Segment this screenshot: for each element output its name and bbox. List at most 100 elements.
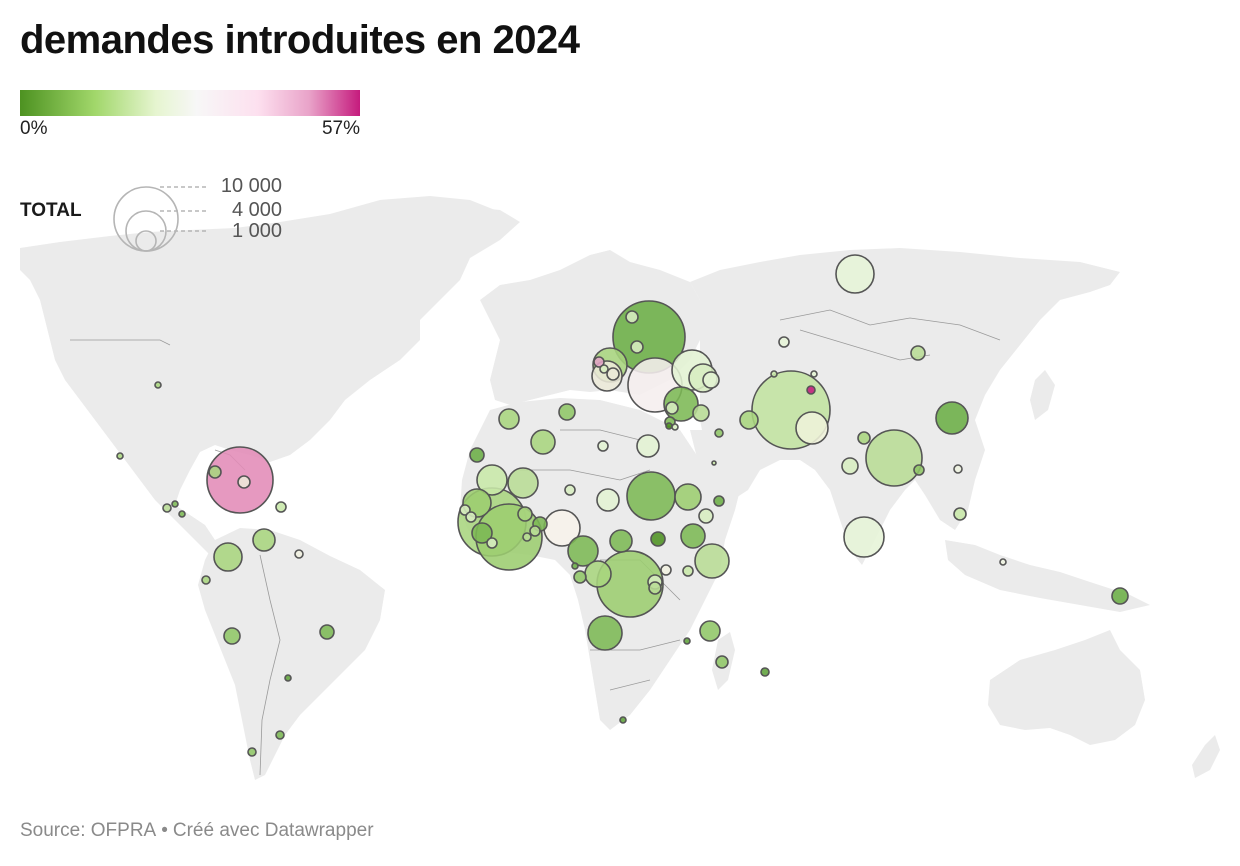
country-bubble[interactable] [619,716,627,724]
country-bubble[interactable] [953,507,967,521]
country-bubble[interactable] [683,637,691,645]
country-bubble[interactable] [660,564,672,576]
size-legend-circles [113,186,206,252]
country-bubble[interactable] [626,471,676,521]
country-bubble[interactable] [795,411,829,445]
datawrapper-credit-link[interactable]: Créé avec Datawrapper [172,820,374,841]
country-bubble[interactable] [865,429,923,487]
country-bubble[interactable] [596,488,620,512]
size-legend: TOTAL 10 000 4 000 1 000 [20,174,320,258]
source-text: Source: OFPRA [20,820,157,841]
country-bubble[interactable] [469,447,485,463]
country-bubble[interactable] [584,560,612,588]
country-bubble[interactable] [154,381,162,389]
color-legend: 0% 57% [20,90,360,140]
country-bubble[interactable] [835,254,875,294]
country-bubble[interactable] [213,542,243,572]
country-bubble[interactable] [702,371,720,389]
country-bubble[interactable] [571,562,579,570]
country-bubble[interactable] [857,431,871,445]
country-bubble[interactable] [806,385,816,395]
country-bubble[interactable] [648,581,662,595]
arabia-land [690,430,760,505]
data-bubbles [116,254,1129,757]
country-bubble[interactable] [208,465,222,479]
country-bubble[interactable] [471,522,493,544]
country-bubble[interactable] [935,401,969,435]
country-bubble[interactable] [567,535,599,567]
country-bubble[interactable] [609,529,633,553]
country-bubble[interactable] [665,422,673,430]
australia-land [988,630,1145,745]
country-bubble[interactable] [517,506,533,522]
north-america-land [20,204,520,560]
country-bubble[interactable] [252,528,276,552]
country-bubble[interactable] [760,667,770,677]
country-bubble[interactable] [682,565,694,577]
country-bubble[interactable] [593,356,605,368]
country-bubble[interactable] [599,364,609,374]
country-bubble[interactable] [530,429,556,455]
country-bubble[interactable] [558,403,576,421]
country-bubble[interactable] [699,620,721,642]
country-bubble[interactable] [841,457,859,475]
country-bubble[interactable] [162,503,172,513]
country-bubble[interactable] [694,543,730,579]
country-bubble[interactable] [522,532,532,542]
country-bubble[interactable] [275,730,285,740]
country-bubble[interactable] [465,511,477,523]
country-bubble[interactable] [739,410,759,430]
country-bubble[interactable] [319,624,335,640]
country-bubble[interactable] [843,516,885,558]
country-bubble[interactable] [665,401,679,415]
country-bubble[interactable] [650,531,666,547]
country-bubble[interactable] [770,370,778,378]
country-bubble[interactable] [498,408,520,430]
country-bubble[interactable] [953,464,963,474]
country-bubble[interactable] [294,549,304,559]
country-bubble[interactable] [597,440,609,452]
country-bubble[interactable] [713,495,725,507]
new-zealand-land [1192,735,1220,778]
country-bubble[interactable] [529,525,541,537]
country-bubble[interactable] [1111,587,1129,605]
country-bubble[interactable] [564,484,576,496]
country-bubble[interactable] [178,510,186,518]
country-bubble[interactable] [711,460,717,466]
color-gradient-bar [20,90,360,116]
country-bubble[interactable] [778,336,790,348]
country-bubble[interactable] [237,475,251,489]
country-bubble[interactable] [674,483,702,511]
country-bubble[interactable] [715,655,729,669]
country-bubble[interactable] [476,464,508,496]
country-bubble[interactable] [116,452,124,460]
source-separator: • [161,820,168,841]
country-bubble[interactable] [247,747,257,757]
country-bubble[interactable] [680,523,706,549]
country-bubble[interactable] [587,615,623,651]
country-bubble[interactable] [275,501,287,513]
country-bubble[interactable] [223,627,241,645]
country-bubble[interactable] [810,370,818,378]
japan-land [1030,370,1055,420]
country-bubble[interactable] [913,464,925,476]
country-bubble[interactable] [636,434,660,458]
country-bubble[interactable] [671,423,679,431]
country-bubble[interactable] [606,367,620,381]
country-bubble[interactable] [692,404,710,422]
country-bubble[interactable] [630,340,644,354]
country-bubble[interactable] [999,558,1007,566]
size-legend-value-1000: 1 000 [231,220,282,242]
source-footer: Source: OFPRA • Créé avec Datawrapper [20,820,374,842]
country-bubble[interactable] [201,575,211,585]
country-bubble[interactable] [507,467,539,499]
country-bubble[interactable] [171,500,179,508]
country-bubble[interactable] [625,310,639,324]
country-bubble[interactable] [284,674,292,682]
country-bubble[interactable] [910,345,926,361]
country-bubble[interactable] [698,508,714,524]
country-bubble[interactable] [486,537,498,549]
color-legend-min: 0% [20,118,48,139]
country-bubble[interactable] [714,428,724,438]
country-bubble[interactable] [573,570,587,584]
